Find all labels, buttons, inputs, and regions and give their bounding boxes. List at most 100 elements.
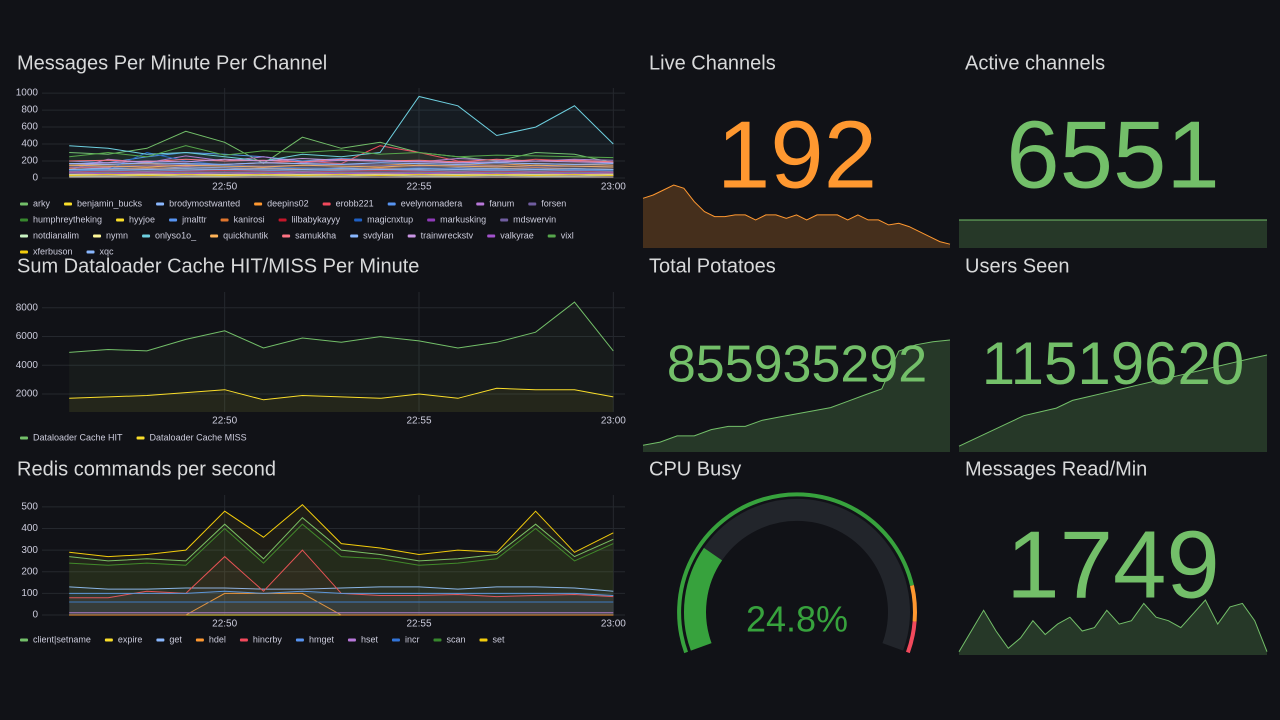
legend-item: notdianalim <box>20 230 79 240</box>
legend-swatch <box>156 638 165 642</box>
legend-swatch <box>487 234 496 238</box>
y-tick-label: 1000 <box>16 88 39 99</box>
legend-label: scan <box>446 634 465 644</box>
legend-swatch <box>350 234 359 238</box>
sparkline-area <box>643 185 950 248</box>
legend-swatch <box>254 202 263 206</box>
legend-label: hset <box>361 634 379 644</box>
gauge-threshold <box>910 585 917 622</box>
legend-item: erobb221 <box>322 198 374 208</box>
series-line <box>69 174 614 177</box>
legend-label: onlyso1o_ <box>155 230 197 240</box>
legend-swatch <box>322 202 331 206</box>
legend-swatch <box>20 234 28 238</box>
legend-swatch <box>220 218 229 222</box>
series-area <box>69 162 614 178</box>
sparkline <box>642 339 951 446</box>
legend-swatch <box>479 638 488 642</box>
x-tick-label: 23:00 <box>601 619 626 630</box>
legend-label: set <box>493 634 506 644</box>
sparkline-area <box>959 355 1267 452</box>
legend-swatch <box>354 218 363 222</box>
legend-swatch <box>433 638 442 642</box>
legend-label: client|setname <box>33 634 91 644</box>
legend-item: trainwreckstv <box>407 230 474 240</box>
y-tick-label: 0 <box>32 173 38 184</box>
legend-swatch <box>104 638 113 642</box>
legend-label: hmget <box>309 634 335 644</box>
legend-label: notdianalim <box>33 230 79 240</box>
gauge-value <box>684 547 723 651</box>
series-area <box>69 602 614 615</box>
legend-label: hdel <box>209 634 226 644</box>
series-line <box>69 523 614 566</box>
series-area <box>69 152 614 178</box>
legend-swatch <box>136 436 145 440</box>
legend-item: hdel <box>195 634 226 644</box>
stat-value: 6551 <box>1006 101 1220 208</box>
legend-item: xferbuson <box>20 246 73 256</box>
legend-swatch <box>347 638 356 642</box>
legend-swatch <box>387 202 396 206</box>
series-area <box>69 593 614 615</box>
series-line <box>69 168 614 171</box>
series-area <box>69 145 614 178</box>
legend-swatch <box>20 436 28 440</box>
legend-swatch <box>210 234 219 238</box>
legend-swatch <box>295 638 304 642</box>
series-area <box>69 524 614 615</box>
series-line <box>69 174 614 177</box>
legend-label: hyyjoe <box>129 214 155 224</box>
legend-label: kanirosi <box>234 214 265 224</box>
legend-item: xqc <box>86 246 114 256</box>
legend-item: brodymostwanted <box>156 198 240 208</box>
legend-item: deepins02 <box>254 198 309 208</box>
panel-title: Sum Dataloader Cache HIT/MISS Per Minute <box>17 255 419 277</box>
series-line <box>69 586 614 592</box>
series-line <box>69 301 614 353</box>
series-area <box>69 550 614 615</box>
series-area <box>69 96 614 178</box>
legend-item: samukkha <box>282 230 336 240</box>
y-tick-label: 300 <box>21 545 38 556</box>
legend-swatch <box>195 638 204 642</box>
legend-item: markusking <box>427 214 486 224</box>
legend-label: samukkha <box>295 230 336 240</box>
legend-item: nymn <box>93 230 128 240</box>
legend-label: xferbuson <box>33 246 73 256</box>
panel-title: Users Seen <box>965 255 1070 277</box>
legend-item: get <box>156 634 182 644</box>
series-line <box>69 162 614 165</box>
legend-item: Dataloader Cache HIT <box>20 432 123 442</box>
legend-swatch <box>86 250 95 254</box>
stat-value: 11519620 <box>982 330 1245 397</box>
legend-item: mdswervin <box>500 214 556 224</box>
legend-label: Dataloader Cache HIT <box>33 432 123 442</box>
series-line <box>69 387 614 401</box>
legend-swatch <box>64 202 73 206</box>
legend-label: humphreytheking <box>33 214 102 224</box>
sparkline-area <box>959 600 1267 655</box>
y-tick-label: 500 <box>21 502 38 513</box>
sparkline <box>958 354 1268 447</box>
series-area <box>69 504 614 615</box>
legend-label: hincrby <box>253 634 283 644</box>
series-line <box>69 590 614 596</box>
legend-swatch <box>427 218 436 222</box>
panel-title: Redis commands per second <box>17 458 276 480</box>
x-tick-label: 23:00 <box>601 182 626 193</box>
series-area <box>69 388 614 412</box>
series-line <box>69 95 614 162</box>
legend-swatch <box>500 218 509 222</box>
legend-swatch <box>116 218 125 222</box>
legend-label: arky <box>33 198 51 208</box>
legend-swatch <box>20 218 28 222</box>
y-tick-label: 6000 <box>16 331 39 342</box>
legend-label: magicnxtup <box>367 214 413 224</box>
legend-swatch <box>20 202 28 206</box>
series-line <box>69 592 614 616</box>
panel-title: Messages Read/Min <box>965 458 1147 480</box>
sparkline-area <box>959 220 1267 248</box>
legend-label: svdylan <box>363 230 394 240</box>
